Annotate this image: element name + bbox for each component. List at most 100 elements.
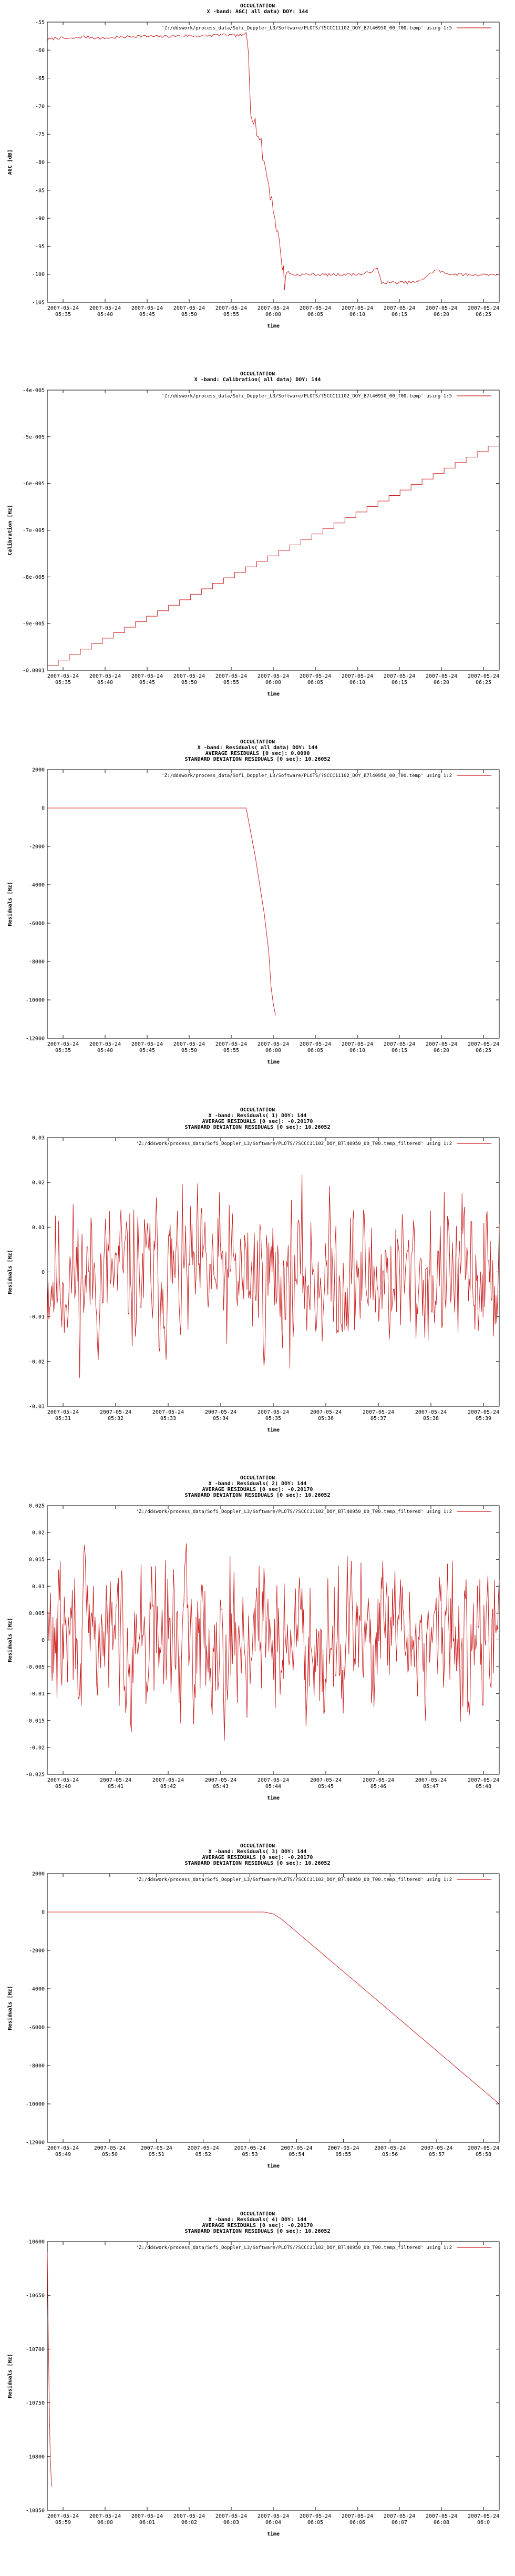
- x-tick-label: 05:46: [370, 1784, 386, 1790]
- y-tick-label: 0.03: [32, 1136, 45, 1141]
- x-tick-label: 2007-05-24: [258, 1777, 289, 1783]
- series-line: [47, 1911, 500, 2104]
- x-tick-label: 2007-05-24: [94, 2145, 126, 2151]
- y-axis-label: AGC [dB]: [7, 149, 13, 175]
- plot-frame: [47, 2241, 500, 2511]
- x-tick-label: 2007-05-24: [152, 1409, 184, 1415]
- chart-title-line: AVERAGE RESIDUALS [0 sec]: -0.20170: [202, 1855, 313, 1861]
- x-tick-label: 2007-05-24: [47, 673, 79, 679]
- x-tick-label: 2007-05-24: [426, 673, 457, 679]
- chart-title-line: OCCULTATION: [240, 2211, 275, 2217]
- x-tick-label: 05:41: [108, 1784, 123, 1790]
- x-tick-label: 06:04: [265, 2520, 281, 2526]
- y-tick-label: -12000: [26, 2140, 45, 2146]
- y-tick-label: 0: [42, 1910, 45, 1916]
- y-tick-label: -10800: [26, 2454, 45, 2460]
- x-tick-label: 2007-05-24: [363, 1777, 394, 1783]
- x-tick-label: 2007-05-24: [468, 305, 499, 311]
- y-tick-label: -0.025: [26, 1772, 45, 1778]
- x-tick-label: 2007-05-24: [173, 1041, 205, 1047]
- x-tick-label: 2007-05-24: [258, 1409, 289, 1415]
- x-tick-label: 06:20: [434, 312, 449, 318]
- y-tick-label: -0.01: [29, 1691, 45, 1697]
- x-tick-label: 05:53: [242, 2152, 258, 2158]
- x-tick-label: 2007-05-24: [281, 2145, 312, 2151]
- x-tick-label: 06:00: [97, 2520, 113, 2526]
- x-tick-label: 2007-05-24: [468, 1041, 499, 1047]
- chart-title-line: OCCULTATION: [240, 1475, 275, 1481]
- x-tick-label: 2007-05-24: [89, 1041, 121, 1047]
- y-tick-label: -10600: [26, 2240, 45, 2245]
- y-tick-label: 0.02: [32, 1530, 45, 1536]
- y-tick-label: -90: [35, 216, 45, 222]
- y-tick-label: -12000: [26, 1036, 45, 1042]
- x-tick-label: 2007-05-24: [89, 305, 121, 311]
- x-tick-label: 2007-05-24: [258, 1041, 289, 1047]
- x-tick-label: 05:35: [55, 680, 71, 686]
- x-tick-label: 2007-05-24: [327, 2145, 359, 2151]
- x-tick-label: 05:55: [223, 680, 239, 686]
- x-tick-label: 2007-05-24: [468, 1409, 499, 1415]
- x-tick-label: 2007-05-24: [342, 305, 373, 311]
- y-tick-label: -10700: [26, 2347, 45, 2353]
- x-tick-label: 06:05: [307, 680, 323, 686]
- y-tick-label: -6000: [29, 921, 45, 927]
- x-tick-label: 2007-05-24: [47, 305, 79, 311]
- chart-title-line: AVERAGE RESIDUALS [0 sec]: -0.20170: [202, 2223, 313, 2229]
- x-tick-label: 2007-05-24: [468, 673, 499, 679]
- x-tick-label: 05:58: [476, 2152, 491, 2158]
- x-tick-label: 2007-05-24: [131, 1041, 163, 1047]
- x-tick-label: 2007-05-24: [188, 2145, 219, 2151]
- chart-title-line: X -band: Residuals( 2) DOY: 144: [209, 1480, 307, 1487]
- x-tick-label: 05:40: [55, 1784, 71, 1790]
- y-tick-label: -85: [35, 188, 45, 193]
- y-tick-label: -60: [35, 48, 45, 54]
- x-tick-label: 2007-05-24: [415, 1777, 447, 1783]
- y-tick-label: -65: [35, 76, 45, 81]
- x-tick-label: 05:40: [97, 680, 113, 686]
- x-tick-label: 2007-05-24: [300, 673, 331, 679]
- chart-title-line: X -band: Residuals( 1) DOY: 144: [209, 1112, 307, 1119]
- y-tick-label: -5e-005: [23, 434, 45, 440]
- x-axis-label: time: [267, 2531, 280, 2537]
- x-tick-label: 2007-05-24: [374, 2145, 406, 2151]
- x-tick-label: 05:45: [139, 1048, 155, 1054]
- y-tick-label: -10000: [26, 998, 45, 1004]
- x-tick-label: 05:35: [55, 312, 71, 318]
- x-tick-label: 05:39: [476, 1416, 491, 1422]
- x-tick-label: 2007-05-24: [47, 1777, 79, 1783]
- x-tick-label: 2007-05-24: [131, 305, 163, 311]
- x-tick-label: 06:25: [476, 1048, 491, 1054]
- chart-title-line: AVERAGE RESIDUALS [0 sec]: -0.20170: [202, 1487, 313, 1493]
- x-tick-label: 2007-05-24: [468, 1777, 499, 1783]
- y-tick-label: 0.01: [32, 1584, 45, 1590]
- chart-title-line: OCCULTATION: [240, 1107, 275, 1113]
- legend-label: 'Z:/ddswork/process_data/Sofi_Doppler_L3…: [136, 2245, 452, 2251]
- y-tick-label: -0.015: [26, 1718, 45, 1724]
- x-axis-label: time: [267, 2163, 280, 2169]
- y-axis-label: Residuals [Hz]: [7, 1618, 13, 1662]
- x-tick-label: 05:32: [108, 1416, 123, 1422]
- plot-frame: [47, 769, 500, 1039]
- x-tick-label: 05:55: [223, 312, 239, 318]
- y-tick-label: 0.005: [29, 1611, 45, 1617]
- chart-title-line: AVERAGE RESIDUALS [0 sec]: -0.20170: [202, 1119, 313, 1125]
- y-tick-label: -8e-005: [23, 575, 45, 580]
- y-tick-label: 0.02: [32, 1180, 45, 1186]
- x-tick-label: 06:07: [392, 2520, 407, 2526]
- chart-title-line: X -band: Residuals( 4) DOY: 144: [209, 2216, 307, 2223]
- x-tick-label: 2007-05-24: [342, 2513, 373, 2519]
- x-tick-label: 05:47: [423, 1784, 439, 1790]
- x-tick-label: 05:55: [335, 2152, 351, 2158]
- chart-title-line: OCCULTATION: [240, 1843, 275, 1849]
- x-tick-label: 2007-05-24: [426, 1041, 457, 1047]
- x-tick-label: 05:43: [213, 1784, 229, 1790]
- x-tick-label: 06:10: [349, 680, 365, 686]
- x-tick-label: 06:15: [392, 680, 407, 686]
- x-tick-label: 06:08: [434, 2520, 449, 2526]
- legend-label: 'Z:/ddswork/process_data/Sofi_Doppler_L3…: [136, 1509, 452, 1515]
- y-tick-label: -0.005: [26, 1664, 45, 1670]
